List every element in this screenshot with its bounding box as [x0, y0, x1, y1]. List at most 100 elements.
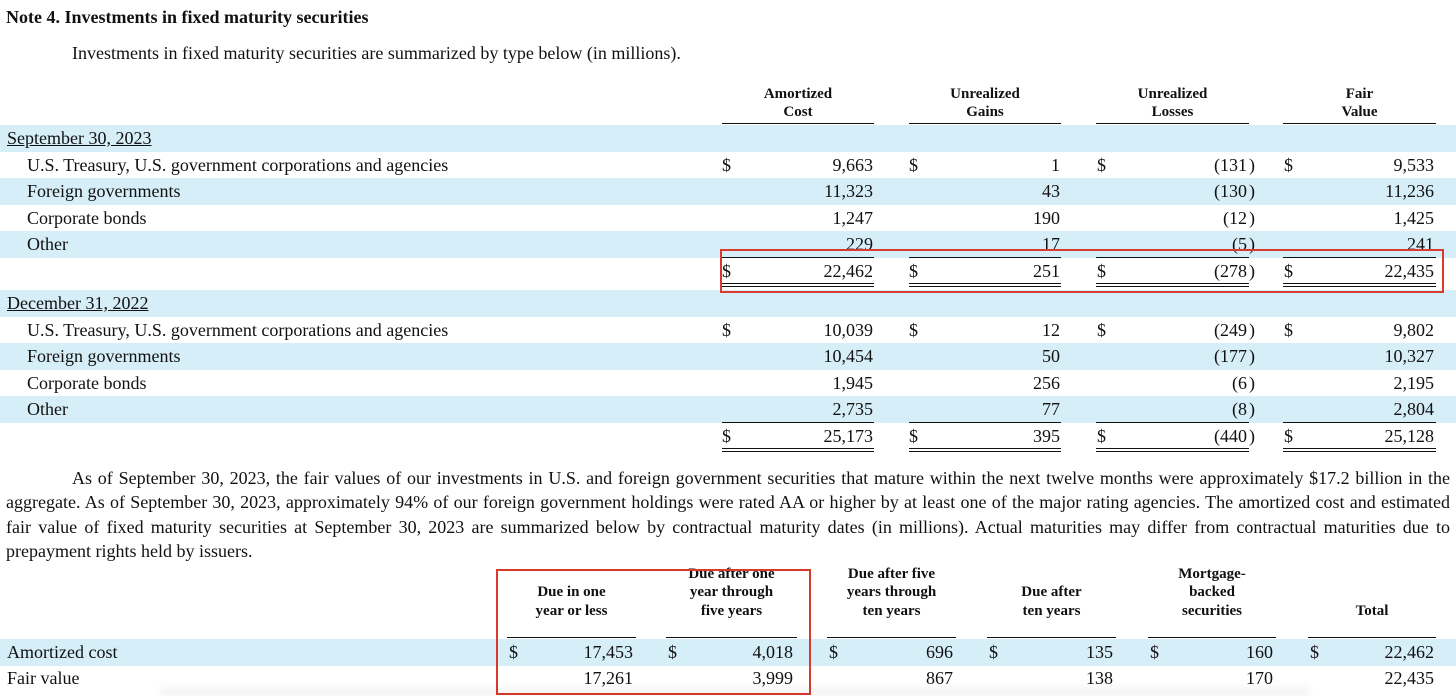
currency-symbol: $: [509, 642, 518, 662]
table1-double-rule: [909, 286, 1061, 287]
table1-row-band: [0, 396, 1456, 423]
currency-symbol: $: [829, 642, 838, 662]
table2-header-rule: [507, 637, 636, 638]
table1-cell-value: 9,663: [832, 154, 874, 175]
table1-cell-value: 1,247: [832, 207, 874, 228]
table1-double-rule: [1283, 448, 1436, 449]
table2-header-rule: [827, 637, 956, 638]
table2-cell-value: 4,018: [752, 642, 794, 662]
table1-row-label: Foreign governments: [27, 346, 181, 367]
currency-symbol: $: [1097, 319, 1106, 340]
table1-cell-value: (12: [1223, 207, 1247, 228]
table1-total-value: 25,173: [823, 426, 874, 446]
currency-symbol: $: [1284, 319, 1293, 340]
table1-cell-value: 11,236: [1385, 181, 1434, 202]
table2-header-rule: [666, 637, 797, 638]
table1-header-line: Fair: [1345, 86, 1374, 102]
table1-double-rule: [909, 448, 1061, 449]
table1-section-label: December 31, 2022: [7, 293, 149, 313]
table1-total-value: 22,462: [823, 261, 874, 281]
table2-row-label: Fair value: [7, 668, 80, 688]
table1-double-rule: [1096, 448, 1249, 449]
table2-header-line: Due after: [1021, 584, 1082, 600]
table1-total-rule: [909, 257, 1061, 258]
table2-header-rule: [1308, 637, 1436, 638]
table1-total-value: 25,128: [1384, 426, 1435, 446]
table2-cell-value: 17,453: [583, 642, 634, 662]
table1-cell-value: 50: [1042, 346, 1060, 367]
highlight-box: [496, 569, 811, 695]
table1-double-rule: [1096, 451, 1249, 452]
table1-cell-value: 10,039: [823, 319, 874, 340]
table1-total-rule: [1283, 257, 1436, 258]
table1-cell-value: 1: [1051, 154, 1060, 175]
table1-total-rule: [722, 422, 874, 423]
table2-header-line: Due after five: [847, 565, 936, 582]
close-paren: ): [1249, 372, 1255, 393]
table2-cell-value: 3,999: [752, 668, 794, 688]
table1-total-value: (440: [1214, 426, 1247, 446]
table2-header-line: Due in one: [537, 584, 606, 600]
table1-header-line: Losses: [1151, 104, 1194, 120]
table1-row-label: Corporate bonds: [27, 207, 147, 228]
table2-cell-value: 170: [1246, 668, 1273, 688]
table1-cell-value: 1,425: [1393, 207, 1435, 228]
table1-cell-value: (131: [1214, 154, 1247, 175]
table2-header-line: years through: [846, 584, 937, 600]
table2-header-line: Total: [1355, 602, 1389, 619]
currency-symbol: $: [1310, 642, 1319, 662]
table1-row-band: [0, 343, 1456, 370]
table2-header-line: backed: [1189, 584, 1235, 600]
table2-cell-value: 22,462: [1384, 642, 1435, 662]
table1-header-line: Unrealized: [950, 86, 1020, 102]
table2-row-band: [0, 639, 1456, 666]
close-paren: ): [1249, 181, 1255, 202]
table2-cell-value: 867: [926, 668, 953, 688]
table1-double-rule: [722, 283, 874, 284]
table1-total-value: 251: [1033, 261, 1060, 281]
table1-cell-value: 9,533: [1393, 154, 1435, 175]
table1-double-rule: [722, 448, 874, 449]
table1-section-label: September 30, 2023: [7, 128, 152, 148]
table2-row-label: Amortized cost: [7, 642, 118, 662]
table1-cell-value: (8: [1232, 399, 1247, 420]
table1-double-rule: [1283, 286, 1436, 287]
table1-header-rule: [909, 123, 1061, 124]
table1-row-label: Other: [27, 234, 68, 255]
highlight-box: [720, 249, 1444, 293]
table1-header-line: Value: [1341, 104, 1378, 120]
table1-cell-value: (177: [1214, 346, 1247, 367]
table2-cell-value: 135: [1086, 642, 1113, 662]
currency-symbol: $: [1284, 261, 1293, 281]
table1-double-rule: [1283, 283, 1436, 284]
table1-cell-value: (130: [1214, 181, 1247, 202]
table1-total-value: 22,435: [1384, 261, 1435, 281]
table1-total-rule: [1283, 422, 1436, 423]
table1-section-band: [0, 125, 1456, 152]
table2-cell-value: 17,261: [583, 668, 634, 688]
maturity-paragraph: As of September 30, 2023, the fair value…: [6, 466, 1450, 564]
table1-header-line: Cost: [783, 104, 813, 120]
currency-symbol: $: [1097, 261, 1106, 281]
table2-header-line: five years: [700, 602, 763, 619]
table2-header-line: ten years: [862, 602, 921, 619]
table1-header-line: Amortized: [763, 86, 833, 102]
table1-cell-value: 10,327: [1384, 346, 1435, 367]
table1-cell-value: 11,323: [824, 181, 873, 202]
currency-symbol: $: [909, 261, 918, 281]
table1-header-rule: [722, 123, 874, 124]
close-paren: ): [1249, 154, 1255, 175]
table1-total-rule: [909, 422, 1061, 423]
table1-cell-value: 256: [1033, 372, 1060, 393]
close-paren: ): [1249, 426, 1255, 446]
table1-double-rule: [909, 451, 1061, 452]
table1-total-rule: [1096, 257, 1249, 258]
table1-cell-value: 190: [1033, 207, 1060, 228]
close-paren: ): [1249, 234, 1255, 255]
table1-cell-value: 10,454: [823, 346, 874, 367]
currency-symbol: $: [668, 642, 677, 662]
currency-symbol: $: [722, 154, 731, 175]
table1-total-value: (278: [1214, 261, 1247, 281]
table2-cell-value: 22,435: [1384, 668, 1435, 688]
paragraph-text: As of September 30, 2023, the fair value…: [6, 468, 1450, 562]
